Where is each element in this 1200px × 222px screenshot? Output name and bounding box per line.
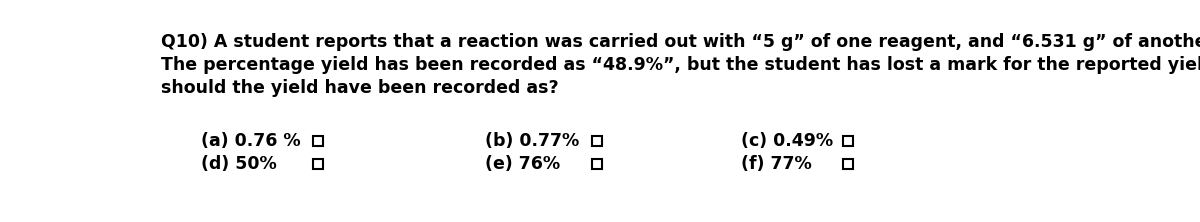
Bar <box>592 136 602 146</box>
Bar <box>313 136 323 146</box>
Text: (b) 0.77%: (b) 0.77% <box>485 132 580 150</box>
Text: (c) 0.49%: (c) 0.49% <box>740 132 833 150</box>
Text: Q10) A student reports that a reaction was carried out with “5 g” of one reagent: Q10) A student reports that a reaction w… <box>161 33 1200 51</box>
Bar <box>592 159 602 169</box>
Text: (e) 76%: (e) 76% <box>485 155 560 173</box>
Text: The percentage yield has been recorded as “48.9%”, but the student has lost a ma: The percentage yield has been recorded a… <box>161 56 1200 74</box>
Text: (f) 77%: (f) 77% <box>740 155 811 173</box>
Text: (a) 0.76 %: (a) 0.76 % <box>202 132 301 150</box>
Bar <box>313 159 323 169</box>
Text: (d) 50%: (d) 50% <box>202 155 277 173</box>
Text: should the yield have been recorded as?: should the yield have been recorded as? <box>161 79 558 97</box>
Bar <box>842 136 853 146</box>
Bar <box>842 159 853 169</box>
